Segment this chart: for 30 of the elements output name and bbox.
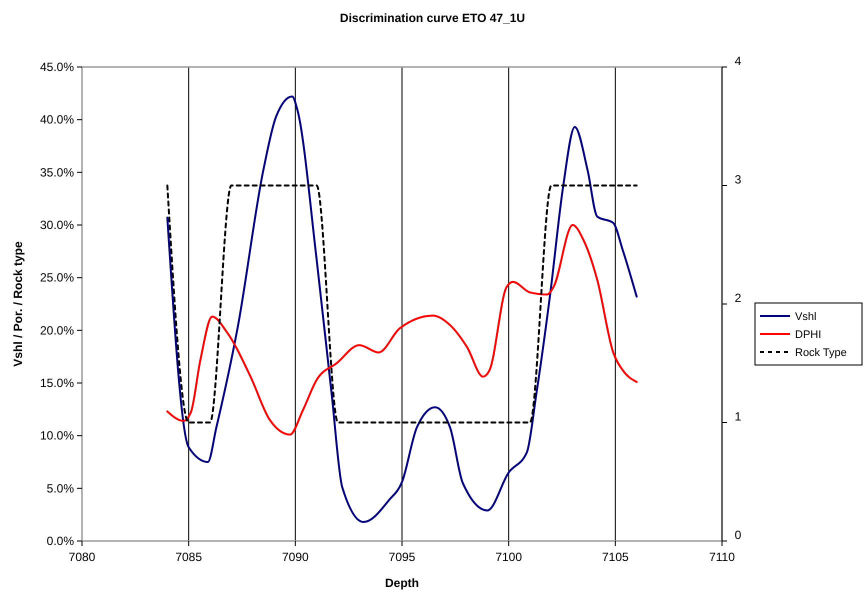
legend-label: Rock Type	[795, 347, 847, 359]
line-series	[166, 95, 638, 524]
x-tick-label: 7090	[282, 550, 310, 564]
y2-tick-label: 4	[734, 54, 742, 68]
y2-tick-label: 0	[734, 528, 742, 542]
y-tick-label: 25.0%	[40, 270, 74, 285]
y2-tick-label: 3	[734, 172, 742, 186]
x-tick-label: 7110	[709, 550, 736, 564]
y-tick-label: 40.0%	[40, 112, 74, 127]
y-tick-label: 35.0%	[40, 165, 74, 180]
y-tick-label: 10.0%	[40, 428, 74, 443]
y-tick-label: 0.0%	[46, 534, 74, 548]
x-tick-label: 7100	[495, 550, 522, 564]
x-tick-label: 7080	[68, 550, 96, 564]
y-tick-label: 45.0%	[40, 60, 74, 74]
y2-tick-label: 2	[734, 291, 742, 305]
x-axis-title: Depth	[385, 576, 419, 590]
x-tick-label: 7085	[175, 550, 202, 564]
legend-label: Vshl	[795, 311, 816, 323]
y-tick-label: 30.0%	[40, 218, 74, 232]
x-tick-label: 7105	[602, 550, 630, 564]
y-tick-label: 15.0%	[40, 376, 74, 390]
y-axis-title: Vshl / Por. / Rock type	[11, 240, 25, 367]
y-tick-label: 20.0%	[40, 323, 74, 338]
x-tick-label: 7095	[388, 550, 416, 564]
legend-label: DPHI	[795, 329, 822, 341]
chart-title: Discrimination curve ETO 47_1U	[340, 11, 526, 25]
y2-tick-label: 1	[734, 410, 742, 424]
y-tick-label: 5.0%	[46, 481, 74, 496]
line-series	[166, 224, 638, 436]
